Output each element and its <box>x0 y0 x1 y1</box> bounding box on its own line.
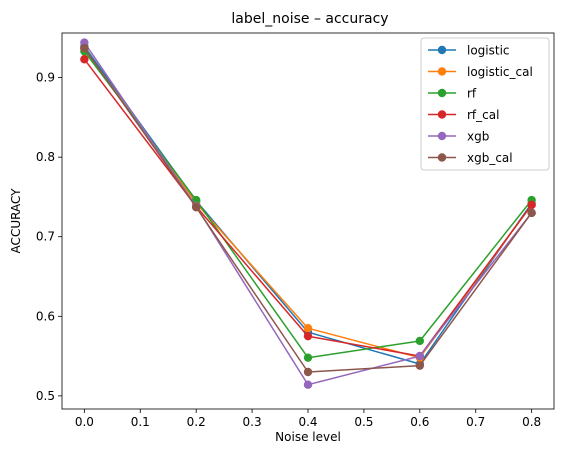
legend-item: logistic_cal <box>428 65 533 79</box>
legend-swatch-marker <box>437 67 447 76</box>
x-axis-title: Noise level <box>275 430 341 444</box>
y-tick-label: 0.7 <box>36 230 55 244</box>
x-tick-label: 0.8 <box>522 415 541 429</box>
data-point <box>191 203 201 212</box>
data-point <box>415 336 425 346</box>
data-point <box>80 55 89 64</box>
y-tick-label: 0.8 <box>36 150 55 164</box>
x-tick-label: 0.1 <box>131 415 150 429</box>
data-point <box>415 361 425 370</box>
data-point <box>527 200 536 210</box>
x-tick-label: 0.5 <box>354 415 373 429</box>
legend-swatch-marker <box>437 88 447 98</box>
legend-label: xgb_cal <box>467 151 513 165</box>
legend-swatch-marker <box>437 110 447 119</box>
data-point <box>303 353 313 362</box>
legend-swatch-marker <box>437 45 447 55</box>
x-tick-label: 0.3 <box>243 415 262 429</box>
legend-item: logistic <box>428 44 510 58</box>
legend-item: xgb_cal <box>428 151 513 165</box>
data-point <box>527 208 536 218</box>
x-tick-label: 0.4 <box>298 415 317 429</box>
x-tick-label: 0.7 <box>466 415 485 429</box>
x-tick-label: 0.2 <box>187 415 206 429</box>
x-tick-label: 0.6 <box>410 415 429 429</box>
data-point <box>303 380 313 389</box>
legend-item: rf <box>428 87 477 101</box>
y-tick-label: 0.5 <box>36 389 55 403</box>
series-layer <box>80 38 536 389</box>
data-point <box>80 43 89 53</box>
y-tick-label: 0.9 <box>36 71 55 85</box>
legend-item: xgb <box>428 130 489 144</box>
legend-label: rf_cal <box>467 108 499 122</box>
y-axis-ticks: 0.5 0.6 0.7 0.8 0.9 <box>36 71 62 403</box>
y-axis-title: ACCURACY <box>9 188 23 254</box>
y-tick-label: 0.6 <box>36 309 55 323</box>
legend-label: logistic_cal <box>467 65 533 79</box>
legend-swatch-marker <box>437 153 447 162</box>
data-point <box>415 351 425 361</box>
legend-label: xgb <box>467 130 489 144</box>
data-point <box>303 324 313 333</box>
legend-label: logistic <box>467 44 510 58</box>
chart-title: label_noise – accuracy <box>231 11 388 27</box>
series-xgb_cal <box>80 43 536 377</box>
legend-label: rf <box>467 87 477 101</box>
x-tick-label: 0.0 <box>75 415 94 429</box>
data-point <box>303 331 313 341</box>
x-axis-ticks: 0.0 0.1 0.2 0.3 0.4 0.5 0.6 0.7 0.8 <box>75 409 541 429</box>
data-point <box>303 367 313 377</box>
legend-swatch-marker <box>437 131 447 141</box>
legend-item: rf_cal <box>428 108 499 122</box>
